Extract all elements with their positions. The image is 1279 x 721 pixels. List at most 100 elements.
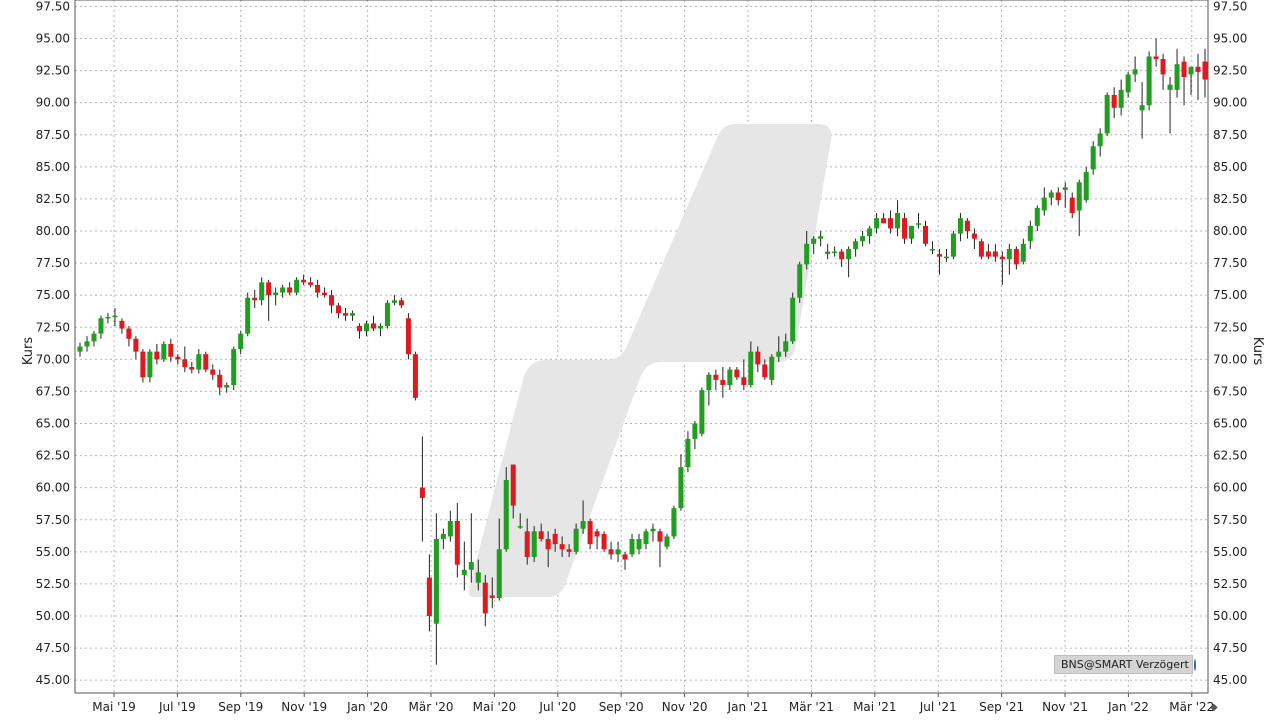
y-tick-label-left: 77.50 <box>36 256 70 270</box>
candle-down <box>1111 94 1117 108</box>
candle-down <box>405 318 411 355</box>
candle-up <box>860 236 866 242</box>
y-tick-label-right: 52.50 <box>1213 577 1247 591</box>
y-tick-label-left: 50.00 <box>36 609 70 623</box>
candle-down <box>370 323 376 329</box>
candle-down <box>182 359 188 368</box>
candle-up <box>957 218 963 234</box>
y-tick-label-left: 47.50 <box>36 641 70 655</box>
candle-up <box>1034 207 1040 226</box>
y-tick-label-right: 97.50 <box>1213 0 1247 13</box>
source-badge[interactable]: BNS@SMART Verzögert <box>1054 655 1196 674</box>
y-tick-label-right: 70.00 <box>1213 352 1247 366</box>
y-tick-label-left: 87.50 <box>36 128 70 142</box>
candle-up <box>196 354 202 370</box>
candle-up <box>1083 171 1089 201</box>
candle-down <box>657 531 663 542</box>
candle-down <box>1013 248 1019 265</box>
plot-border <box>74 0 1209 694</box>
candle-up <box>91 333 97 342</box>
candle-down <box>210 369 216 375</box>
y-tick-label-left: 70.00 <box>36 352 70 366</box>
candle-up <box>1041 197 1047 211</box>
candle-up <box>273 292 279 296</box>
candle-down <box>119 320 125 329</box>
candle-down <box>133 338 139 352</box>
candle-down <box>881 218 887 224</box>
candle-down <box>720 379 726 385</box>
candle-down <box>1195 66 1201 72</box>
candle-up <box>790 297 796 342</box>
x-tick-label: Sep '20 <box>599 700 644 714</box>
candle-up <box>503 479 509 550</box>
candle-up <box>818 236 824 239</box>
candle-up <box>259 282 265 301</box>
x-tick-label: Mai '20 <box>473 700 516 714</box>
candle-down <box>545 539 551 550</box>
candle-down <box>839 251 845 260</box>
candle-down <box>566 549 572 552</box>
y-tick-label-left: 62.50 <box>36 449 70 463</box>
candle-up <box>496 549 502 599</box>
candle-up <box>391 300 397 303</box>
x-tick-label: Jan '22 <box>1107 700 1149 714</box>
candle-up <box>769 356 775 380</box>
candle-up <box>1125 74 1131 93</box>
candle-up <box>1020 243 1026 262</box>
candle-up <box>846 248 852 260</box>
x-tick-label: Nov '19 <box>281 700 327 714</box>
candle-down <box>252 297 258 301</box>
watermark-logo <box>469 124 832 597</box>
candle-up <box>294 279 300 293</box>
candle-up <box>706 374 712 391</box>
candle-down <box>985 251 991 257</box>
candle-up <box>895 213 901 229</box>
candle-up <box>517 526 523 528</box>
candle-down <box>454 521 460 565</box>
candle-up <box>909 225 915 239</box>
candle-down <box>154 351 160 360</box>
plot-frame <box>74 0 1209 694</box>
x-tick-label: Mai '19 <box>92 700 135 714</box>
y-tick-label-left: 82.50 <box>36 192 70 206</box>
candle-down <box>1153 56 1159 60</box>
candle-down <box>524 531 530 557</box>
candle-down <box>559 544 565 550</box>
candle-up <box>776 351 782 357</box>
candle-down <box>936 254 942 257</box>
candle-up <box>1174 64 1180 90</box>
candle-up <box>650 528 656 532</box>
candle-up <box>636 539 642 550</box>
candle-up <box>1188 66 1194 75</box>
candle-up <box>350 313 356 316</box>
candle-down <box>587 521 593 545</box>
y-tick-label-right: 72.50 <box>1213 320 1247 334</box>
candle-down <box>902 218 908 239</box>
globe-icon <box>1193 658 1196 671</box>
candle-up <box>384 302 390 326</box>
scroll-handle[interactable]: ◆ <box>1210 702 1218 713</box>
y-tick-label-right: 95.00 <box>1213 32 1247 46</box>
candle-up <box>147 351 153 378</box>
candle-down <box>992 251 998 257</box>
candle-up <box>825 251 831 255</box>
candle-down <box>1202 61 1208 80</box>
x-tick-label: Sep '19 <box>218 700 263 714</box>
y-tick-label-right: 82.50 <box>1213 192 1247 206</box>
candle-down <box>622 554 628 560</box>
candle-up <box>797 264 803 298</box>
candle-up <box>105 316 111 319</box>
candle-down <box>964 220 970 231</box>
candle-up <box>1097 133 1103 147</box>
candle-down <box>552 533 558 545</box>
y-tick-label-left: 75.00 <box>36 288 70 302</box>
candle-down <box>308 282 314 285</box>
candle-up <box>804 243 810 265</box>
y-tick-label-right: 50.00 <box>1213 609 1247 623</box>
x-tick-label: Jul '21 <box>919 700 957 714</box>
candle-down <box>356 325 363 332</box>
x-tick-label: Jul '20 <box>538 700 576 714</box>
candle-up <box>1167 84 1173 90</box>
y-tick-label-left: 72.50 <box>36 320 70 334</box>
